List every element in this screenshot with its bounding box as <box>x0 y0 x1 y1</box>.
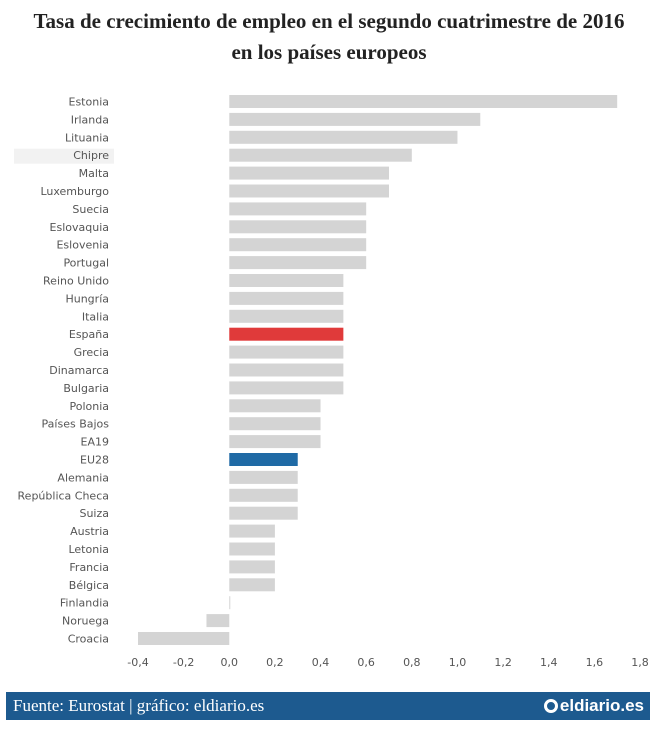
bar-luxemburgo[interactable] <box>229 184 389 198</box>
bar-lituania[interactable] <box>229 130 458 144</box>
category-label-noruega: Noruega <box>62 615 109 628</box>
bar-suiza[interactable] <box>229 506 298 520</box>
bar-belgica[interactable] <box>229 578 275 592</box>
category-label-croacia: Croacia <box>68 633 109 646</box>
category-label-eu28: EU28 <box>80 454 109 467</box>
category-label-irlanda: Irlanda <box>71 113 109 126</box>
category-label-austria: Austria <box>70 525 109 538</box>
eldiario-logo-icon <box>543 699 558 713</box>
x-tick-label: 0,2 <box>266 656 284 669</box>
bar-ea19[interactable] <box>229 435 321 449</box>
category-label-bulgaria: Bulgaria <box>63 382 109 395</box>
category-label-republica-checa: República Checa <box>18 489 109 502</box>
x-tick-label: 0,6 <box>357 656 375 669</box>
bar-espana[interactable] <box>229 327 344 341</box>
category-label-portugal: Portugal <box>63 257 109 270</box>
bar-estonia[interactable] <box>229 95 618 108</box>
bar-chipre[interactable] <box>229 148 412 162</box>
bar-republica-checa[interactable] <box>229 488 298 502</box>
category-label-suiza: Suiza <box>79 507 109 520</box>
bar-bulgaria[interactable] <box>229 381 344 395</box>
category-label-chipre: Chipre <box>73 149 109 162</box>
bar-grecia[interactable] <box>229 345 344 359</box>
category-label-alemania: Alemania <box>57 471 109 484</box>
category-label-lituania: Lituania <box>65 131 109 144</box>
x-tick-label: 0,4 <box>312 656 330 669</box>
x-tick-label: 0,8 <box>403 656 421 669</box>
x-tick-label: -0,2 <box>173 656 194 669</box>
x-tick-label: -0,4 <box>127 656 148 669</box>
bar-suecia[interactable] <box>229 202 367 216</box>
category-label-reino-unido: Reino Unido <box>43 275 109 288</box>
category-label-luxemburgo: Luxemburgo <box>40 185 109 198</box>
bar-reino-unido[interactable] <box>229 274 344 287</box>
chart-title-line-2: en los países europeos <box>231 40 427 64</box>
brand-text: eldiario.es <box>559 696 644 715</box>
bar-eu28[interactable] <box>229 453 298 466</box>
category-label-italia: Italia <box>82 310 109 323</box>
category-label-paises-bajos: Países Bajos <box>42 418 110 431</box>
footer-bar: Fuente: Eurostat | gráfico: eldiario.es … <box>6 692 650 720</box>
bar-croacia[interactable] <box>138 632 230 645</box>
category-label-suecia: Suecia <box>72 203 109 216</box>
bar-polonia[interactable] <box>229 399 321 413</box>
x-tick-label: 0,0 <box>221 656 239 669</box>
category-label-ea19: EA19 <box>81 436 109 449</box>
x-tick-label: 1,6 <box>586 656 604 669</box>
category-label-finlandia: Finlandia <box>60 597 109 610</box>
category-label-estonia: Estonia <box>69 96 110 109</box>
category-label-espana: España <box>69 328 109 341</box>
category-label-malta: Malta <box>79 167 109 180</box>
bar-irlanda[interactable] <box>229 112 481 126</box>
bar-eslovenia[interactable] <box>229 238 367 252</box>
category-label-eslovaquia: Eslovaquia <box>50 221 109 234</box>
bar-letonia[interactable] <box>229 542 275 556</box>
source-text: Fuente: Eurostat | gráfico: eldiario.es <box>13 696 265 715</box>
row-hover-highlight <box>14 148 114 164</box>
bar-francia[interactable] <box>229 560 275 574</box>
category-label-francia: Francia <box>69 561 109 574</box>
bar-malta[interactable] <box>229 166 389 180</box>
category-label-polonia: Polonia <box>69 400 109 413</box>
x-tick-label: 1,2 <box>494 656 512 669</box>
bar-austria[interactable] <box>229 524 275 538</box>
bar-eslovaquia[interactable] <box>229 220 367 234</box>
bar-alemania[interactable] <box>229 470 298 484</box>
brand-logo[interactable]: eldiario.es <box>543 695 644 717</box>
bar-portugal[interactable] <box>229 256 367 270</box>
x-tick-label: 1,0 <box>449 656 467 669</box>
x-tick-label: 1,8 <box>631 656 649 669</box>
bar-finlandia[interactable] <box>229 596 231 610</box>
bar-paises-bajos[interactable] <box>229 417 321 431</box>
category-label-dinamarca: Dinamarca <box>49 364 109 377</box>
bar-chart: Estonia Irlanda Lituania Chipre Malta Luxembu… <box>14 95 649 669</box>
category-label-eslovenia: Eslovenia <box>56 239 109 252</box>
chart-title: Tasa de crecimiento de empleo en el segu… <box>0 6 658 68</box>
bar-italia[interactable] <box>229 309 344 323</box>
category-label-belgica: Bélgica <box>69 579 109 592</box>
category-label-grecia: Grecia <box>74 346 109 359</box>
x-tick-label: 1,4 <box>540 656 558 669</box>
bar-hungria[interactable] <box>229 291 344 305</box>
bar-dinamarca[interactable] <box>229 363 344 377</box>
category-label-letonia: Letonia <box>68 543 109 556</box>
category-label-hungria: Hungría <box>65 292 109 305</box>
bar-noruega[interactable] <box>206 614 230 628</box>
chart-title-line-1: Tasa de crecimiento de empleo en el segu… <box>33 9 625 33</box>
